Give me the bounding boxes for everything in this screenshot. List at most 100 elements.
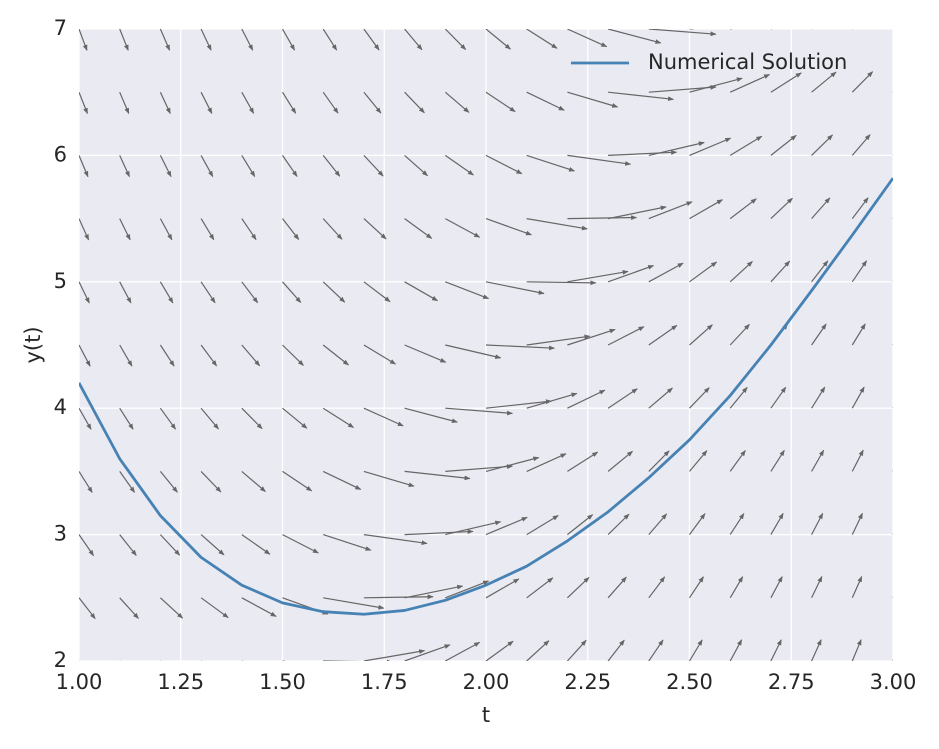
direction-arrow: [241, 91, 255, 114]
direction-arrow: [485, 578, 520, 599]
y-tick-label: 5: [54, 269, 67, 293]
direction-arrow: [729, 323, 750, 346]
direction-arrow: [648, 576, 666, 599]
direction-arrow: [485, 344, 556, 351]
direction-arrow: [119, 218, 131, 241]
direction-arrow: [689, 576, 704, 599]
direction-arrow: [689, 324, 713, 346]
direction-arrow: [892, 154, 893, 156]
direction-arrow: [648, 29, 717, 37]
direction-arrow: [648, 450, 670, 472]
direction-arrow: [851, 323, 866, 346]
direction-arrow: [567, 328, 616, 346]
direction-arrow: [851, 197, 869, 219]
direction-arrow: [526, 29, 558, 49]
direction-arrow: [404, 344, 447, 363]
direction-arrow: [851, 639, 862, 661]
direction-arrow: [892, 533, 893, 535]
y-tick-label: 7: [54, 16, 67, 40]
direction-arrow: [241, 407, 263, 430]
direction-arrow: [770, 639, 782, 661]
direction-arrow: [404, 91, 425, 114]
direction-arrow: [445, 641, 481, 661]
direction-arrow: [893, 8, 913, 29]
direction-arrow: [363, 218, 387, 240]
direction-arrow: [892, 91, 893, 93]
direction-arrow: [322, 344, 349, 366]
y-tick-label: 4: [54, 395, 67, 419]
direction-arrow: [200, 407, 219, 430]
direction-arrow: [119, 29, 129, 51]
direction-arrow: [770, 449, 785, 472]
x-tick-label: 1.75: [361, 670, 408, 694]
direction-arrow: [241, 597, 277, 617]
direction-arrow: [526, 334, 591, 346]
direction-arrow: [689, 261, 718, 283]
x-tick-label: 2.75: [768, 670, 815, 694]
direction-arrow: [404, 281, 439, 302]
direction-arrow: [567, 29, 608, 48]
direction-arrow: [322, 407, 355, 429]
direction-arrow: [79, 281, 90, 304]
direction-arrow: [892, 343, 893, 345]
direction-arrow: [526, 154, 575, 172]
direction-arrow: [811, 512, 824, 535]
direction-arrow: [567, 389, 606, 409]
direction-arrow: [648, 201, 693, 220]
direction-arrow: [567, 514, 594, 536]
direction-arrow: [200, 344, 218, 367]
direction-arrow: [200, 281, 216, 304]
direction-arrow: [526, 280, 597, 286]
direction-arrow: [322, 218, 343, 240]
direction-arrow: [689, 137, 732, 156]
direction-arrow: [363, 344, 396, 365]
direction-arrow: [282, 470, 313, 492]
direction-arrow: [851, 386, 865, 409]
direction-arrow: [648, 513, 668, 535]
direction-arrow: [445, 520, 502, 536]
direction-arrow: [241, 534, 271, 555]
direction-arrow: [241, 155, 256, 178]
direction-arrow: [607, 265, 655, 283]
direction-arrow: [485, 456, 540, 472]
direction-arrow: [159, 218, 173, 241]
direction-arrow: [566, 639, 587, 661]
direction-arrow: [282, 281, 302, 303]
direction-arrow: [363, 594, 434, 600]
direction-arrow: [363, 29, 380, 51]
direction-arrow: [404, 644, 451, 661]
direction-arrow: [282, 407, 308, 429]
labels: 1.00 1.25 1.50 1.75 2.00 2.25 2.50 2.75 3.00 2 3 4 5…: [54, 16, 917, 694]
direction-arrow: [363, 91, 382, 114]
direction-arrow: [892, 596, 893, 598]
direction-arrow: [851, 260, 868, 283]
x-tick-label: 2.00: [463, 670, 510, 694]
direction-arrow: [729, 386, 748, 409]
direction-arrow: [608, 91, 675, 102]
direction-arrow: [770, 29, 773, 30]
direction-arrow: [689, 29, 696, 30]
direction-arrow: [159, 29, 171, 51]
direction-arrow: [648, 639, 664, 661]
y-axis-label: y(t): [21, 326, 45, 363]
direction-arrow: [159, 407, 177, 430]
direction-arrow: [363, 281, 391, 303]
direction-arrow: [241, 344, 261, 367]
direction-arrow: [281, 29, 296, 51]
direction-arrow: [119, 407, 134, 430]
direction-arrow: [282, 155, 298, 177]
direction-arrow: [322, 470, 362, 490]
x-tick-label: 1.00: [56, 670, 103, 694]
direction-arrow: [282, 534, 319, 554]
direction-arrow: [404, 218, 433, 239]
direction-arrow: [770, 197, 793, 220]
quiver: [79, 8, 913, 661]
direction-arrow: [526, 577, 554, 599]
direction-arrow: [241, 29, 254, 51]
legend-label: Numerical Solution: [648, 50, 847, 74]
direction-arrow: [689, 199, 723, 220]
direction-arrow: [485, 640, 514, 661]
direction-arrow: [444, 154, 474, 176]
direction-arrow: [363, 649, 426, 661]
direction-arrow: [119, 281, 132, 304]
